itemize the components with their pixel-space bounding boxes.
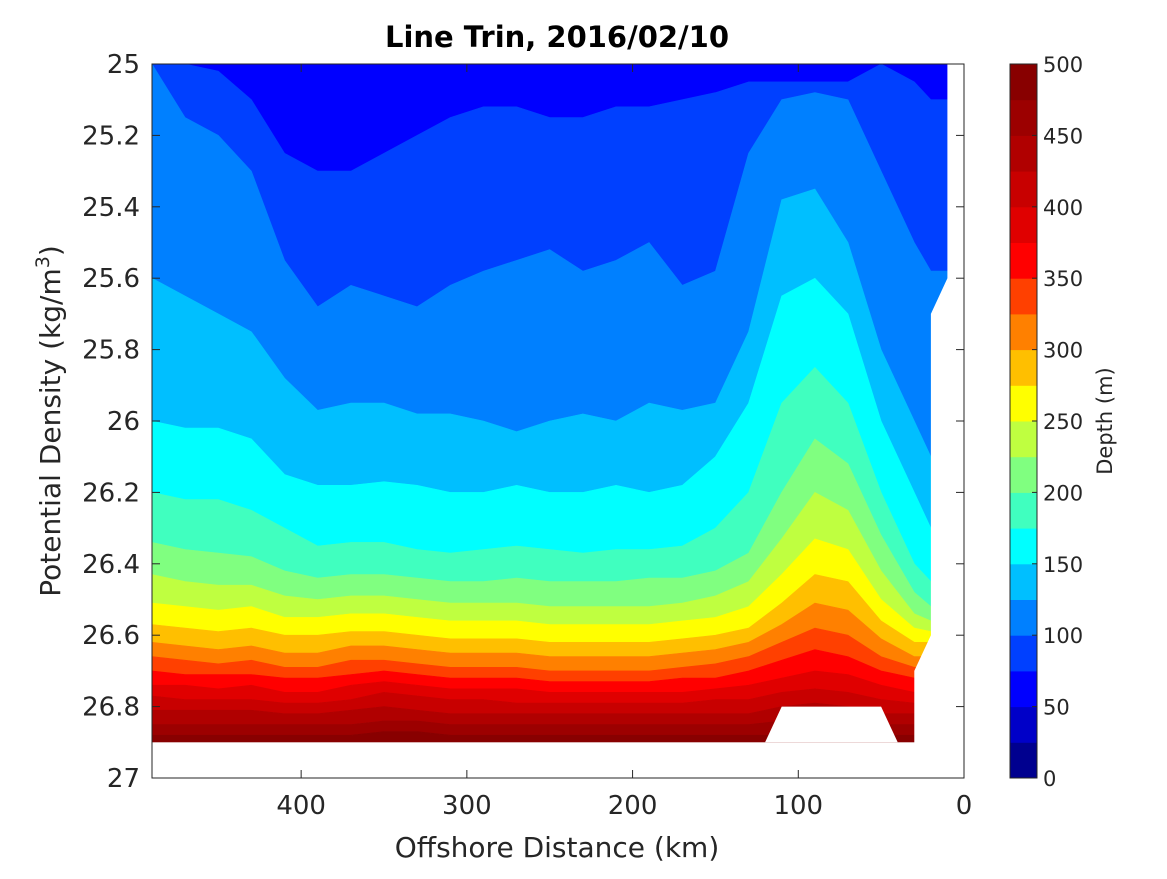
colorbar-swatch (1010, 349, 1037, 386)
x-tick-label: 0 (956, 791, 973, 821)
y-axis: 25 25.2 25.4 25.6 25.8 26 26.2 26.4 26.6 26.8 27 (82, 50, 964, 794)
colorbar-swatch (1010, 706, 1037, 743)
colorbar-swatch (1010, 742, 1037, 779)
y-tick-label: 26.6 (82, 621, 140, 651)
colorbar-swatch (1010, 599, 1037, 636)
colorbar-label: Depth (m) (1093, 367, 1117, 474)
y-axis-label-superscript: 3 (32, 256, 54, 268)
no-data-mask (152, 64, 964, 778)
y-tick-label: 26.2 (82, 478, 140, 508)
colorbar-swatch (1010, 99, 1037, 136)
colorbar-swatch (1010, 171, 1037, 208)
contour-bands (152, 64, 964, 743)
y-tick-label: 26.8 (82, 693, 140, 723)
colorbar-swatch (1010, 385, 1037, 422)
x-axis-label: Offshore Distance (km) (395, 831, 720, 864)
colorbar: 0 50 100 150 200 250 300 350 400 450 500 (1009, 53, 1083, 791)
x-axis: 400 300 200 100 0 (276, 64, 972, 821)
y-tick-label: 25.2 (82, 121, 140, 151)
y-tick-label: 25 (107, 50, 140, 80)
colorbar-swatch (1010, 64, 1037, 101)
colorbar-swatch (1010, 135, 1037, 172)
colorbar-swatch (1010, 421, 1037, 458)
colorbar-tick-label: 50 (1043, 696, 1070, 720)
y-tick-label: 25.8 (82, 336, 140, 366)
y-axis-label: Potential Density (kg/m3) (32, 245, 67, 597)
y-tick-label: 27 (107, 764, 140, 794)
colorbar-swatch (1010, 635, 1037, 672)
colorbar-swatch (1010, 456, 1037, 493)
colorbar-tick-label: 350 (1043, 267, 1083, 291)
colorbar-swatch (1010, 670, 1037, 708)
colorbar-swatch (1010, 528, 1037, 565)
colorbar-tick-label: 250 (1043, 410, 1083, 434)
y-axis-label-main: Potential Density (kg/m (34, 268, 67, 597)
colorbar-tick-label: 300 (1043, 339, 1083, 363)
x-tick-label: 100 (773, 791, 823, 821)
y-tick-label: 25.4 (82, 193, 140, 223)
y-tick-label: 25.6 (82, 264, 140, 294)
y-axis-label-close: ) (34, 245, 67, 256)
chart-title: Line Trin, 2016/02/10 (385, 20, 729, 54)
colorbar-tick-label: 150 (1043, 553, 1083, 577)
no-data-nearshore (914, 64, 964, 778)
colorbar-tick-label: 400 (1043, 196, 1083, 220)
colorbar-swatch (1010, 313, 1037, 351)
colorbar-tick-label: 200 (1043, 481, 1083, 505)
colorbar-tick-label: 500 (1043, 53, 1083, 77)
colorbar-swatch (1010, 206, 1037, 243)
y-tick-label: 26 (107, 407, 140, 437)
x-tick-label: 400 (276, 791, 326, 821)
colorbar-swatch (1010, 242, 1037, 279)
colorbar-swatch (1010, 563, 1037, 600)
colorbar-swatch (1010, 492, 1037, 529)
colorbar-tick-label: 100 (1043, 624, 1083, 648)
no-data-below-bottom (152, 742, 964, 778)
y-tick-label: 26.4 (82, 550, 140, 580)
x-tick-label: 300 (442, 791, 492, 821)
x-tick-label: 200 (608, 791, 658, 821)
colorbar-tick-label: 450 (1043, 124, 1083, 148)
colorbar-tick-label: 0 (1043, 767, 1056, 791)
colorbar-swatch (1010, 278, 1037, 315)
no-data-ridge-gap (765, 706, 898, 743)
